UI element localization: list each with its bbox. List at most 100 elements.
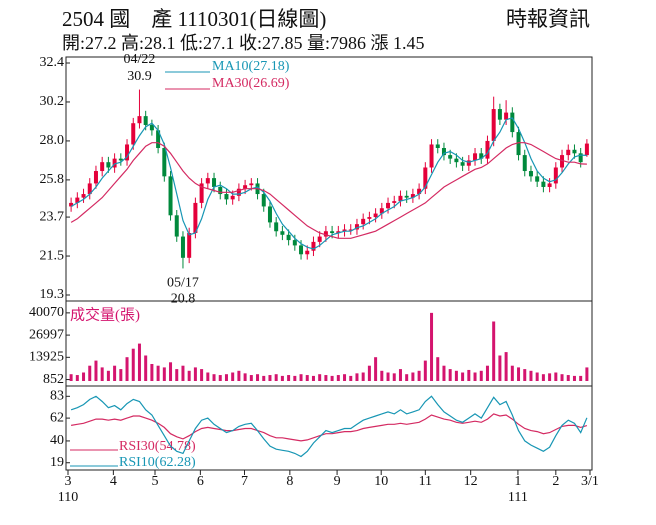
volume-bar bbox=[88, 365, 92, 381]
candle-body bbox=[311, 241, 316, 251]
volume-bar bbox=[523, 369, 527, 381]
volume-bar bbox=[498, 355, 502, 381]
candle-body bbox=[404, 195, 409, 198]
volume-bar bbox=[436, 357, 440, 381]
volume-bar bbox=[405, 374, 409, 381]
volume-bar bbox=[423, 360, 427, 381]
volume-bar bbox=[541, 374, 545, 381]
candle-body bbox=[392, 201, 397, 203]
volume-bar bbox=[237, 370, 241, 381]
candle-body bbox=[510, 112, 515, 133]
volume-bar bbox=[311, 375, 315, 381]
candle-body bbox=[522, 155, 527, 172]
y-tick-label: 40070 bbox=[29, 305, 64, 320]
y-tick-label: 32.4 bbox=[40, 55, 65, 70]
x-tick-label: 9 bbox=[334, 474, 341, 489]
candle-body bbox=[180, 236, 185, 258]
volume-bar bbox=[398, 369, 402, 381]
candle-body bbox=[280, 231, 285, 235]
candle-body bbox=[560, 155, 565, 168]
volume-bar bbox=[113, 365, 117, 381]
volume-bar bbox=[187, 370, 191, 381]
candle-body bbox=[261, 194, 266, 207]
candle-body bbox=[342, 229, 347, 232]
candle-body bbox=[305, 250, 310, 255]
volume-bar bbox=[392, 373, 396, 381]
volume-bar bbox=[361, 372, 365, 381]
annotation-date: 05/17 bbox=[167, 276, 199, 291]
y-tick-label: 19 bbox=[50, 455, 64, 470]
candle-body bbox=[373, 213, 378, 218]
candle-body bbox=[398, 195, 403, 202]
candle-body bbox=[230, 195, 235, 200]
volume-bar bbox=[268, 375, 272, 381]
candle-body bbox=[354, 224, 359, 230]
x-tick-label: 3 bbox=[65, 474, 72, 489]
y-tick-label: 40 bbox=[50, 433, 64, 448]
candle-body bbox=[224, 194, 229, 200]
annotation-date: 04/22 bbox=[124, 52, 156, 67]
volume-bar bbox=[517, 367, 521, 381]
volume-bar bbox=[349, 375, 353, 381]
volume-bar bbox=[461, 372, 465, 381]
candle-body bbox=[485, 140, 490, 159]
candle-body bbox=[125, 144, 130, 161]
source: 時報資訊 bbox=[506, 7, 590, 31]
volume-bar bbox=[579, 375, 583, 381]
line-series bbox=[70, 142, 587, 239]
volume-bar bbox=[529, 370, 533, 381]
annotation-value: 20.8 bbox=[171, 292, 196, 307]
volume-bar bbox=[448, 369, 452, 381]
volume-bar bbox=[243, 373, 247, 381]
candle-body bbox=[491, 109, 496, 141]
volume-bar bbox=[380, 370, 384, 381]
volume-bar bbox=[69, 374, 73, 381]
y-tick-label: 83 bbox=[50, 389, 64, 404]
x-tick-label: 2 bbox=[552, 474, 559, 489]
y-tick-label: 25.8 bbox=[40, 172, 65, 187]
x-tick-label: 10 bbox=[374, 474, 388, 489]
frame bbox=[65, 56, 593, 471]
year-label: 111 bbox=[508, 490, 528, 505]
volume-bar bbox=[318, 374, 322, 381]
volume-bar bbox=[256, 374, 260, 381]
line-series bbox=[70, 117, 587, 250]
volume-bar bbox=[343, 374, 347, 381]
candle-body bbox=[81, 194, 86, 198]
volume-bar bbox=[144, 355, 148, 381]
candle-body bbox=[566, 149, 571, 156]
candle-body bbox=[584, 143, 589, 156]
candle-body bbox=[286, 234, 291, 241]
candle-body bbox=[292, 240, 297, 246]
volume-bar bbox=[473, 372, 477, 381]
y-tick-label: 19.3 bbox=[40, 287, 65, 302]
candle-body bbox=[162, 148, 167, 177]
candle-body bbox=[149, 124, 154, 131]
volume-bar bbox=[75, 375, 79, 381]
candle-body bbox=[423, 167, 428, 189]
volume-bar bbox=[492, 321, 496, 381]
volume-bar bbox=[206, 372, 210, 381]
candle-body bbox=[274, 222, 279, 232]
volume-bar bbox=[367, 365, 371, 381]
x-tick-label: 1 bbox=[514, 474, 521, 489]
x-tick-label: 7 bbox=[241, 474, 248, 489]
volume-bar bbox=[430, 312, 434, 381]
volume-bar bbox=[106, 370, 110, 381]
candle-body bbox=[367, 217, 372, 219]
volume-bar bbox=[169, 362, 173, 381]
legend-label: RSI30(54.78) bbox=[119, 439, 196, 454]
volume-bar bbox=[324, 375, 328, 381]
volume-bar bbox=[454, 370, 458, 381]
candle-body bbox=[187, 233, 192, 258]
volume-bar bbox=[224, 374, 228, 381]
candle-body bbox=[516, 132, 521, 156]
y-tick-label: 852 bbox=[43, 372, 64, 387]
volume-bar bbox=[212, 374, 216, 381]
candle-body bbox=[156, 130, 161, 149]
candle-body bbox=[479, 153, 484, 159]
candle-body bbox=[441, 148, 446, 156]
y-tick-label: 13925 bbox=[29, 350, 64, 365]
volume-bar bbox=[125, 357, 129, 381]
